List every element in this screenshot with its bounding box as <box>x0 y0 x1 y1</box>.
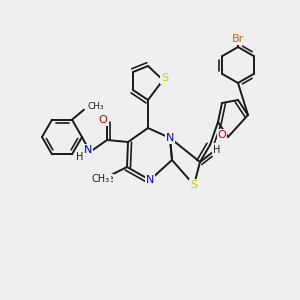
Text: O: O <box>213 144 221 154</box>
Text: N: N <box>84 145 92 155</box>
Text: O: O <box>99 115 107 125</box>
Text: H: H <box>76 152 84 162</box>
Text: Me: Me <box>99 174 113 184</box>
Text: N: N <box>146 175 154 185</box>
Text: H: H <box>214 148 222 158</box>
Text: CH₃: CH₃ <box>92 174 110 184</box>
Text: S: S <box>161 73 169 83</box>
Text: O: O <box>218 130 226 140</box>
Text: CH₃: CH₃ <box>88 102 105 111</box>
Text: N: N <box>166 133 174 143</box>
Text: S: S <box>190 180 198 190</box>
Text: H: H <box>213 145 221 155</box>
Text: Br: Br <box>232 34 244 44</box>
